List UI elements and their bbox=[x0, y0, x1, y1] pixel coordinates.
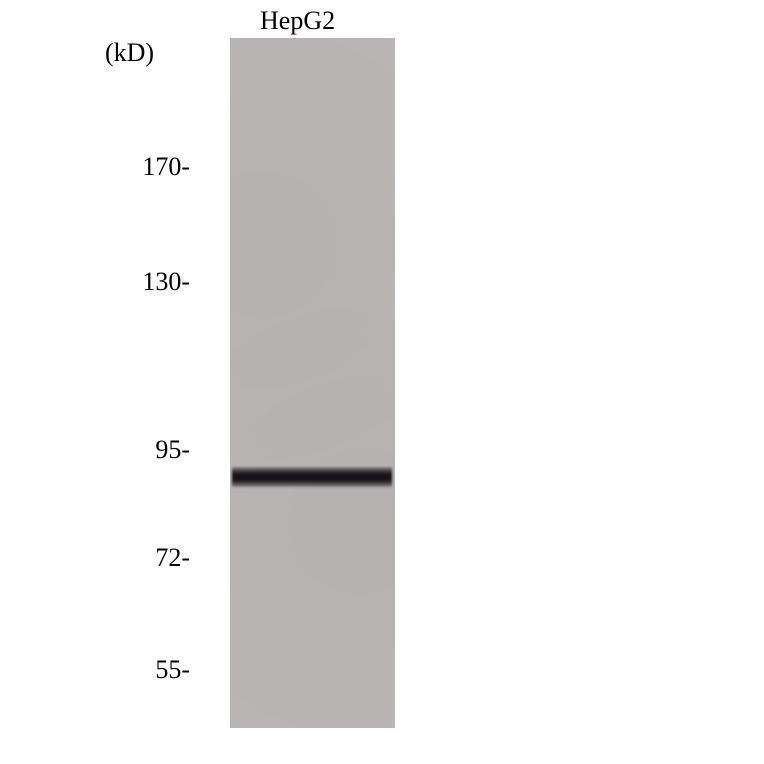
marker-95: 95- bbox=[130, 435, 190, 465]
marker-55: 55- bbox=[130, 655, 190, 685]
blot-lane bbox=[230, 38, 395, 728]
lane-label: HepG2 bbox=[260, 6, 335, 36]
unit-label: (kD) bbox=[105, 38, 154, 68]
marker-72: 72- bbox=[130, 543, 190, 573]
marker-130: 130- bbox=[130, 267, 190, 297]
protein-band bbox=[232, 467, 392, 487]
western-blot-container: HepG2 (kD) 170- 130- 95- 72- 55- bbox=[0, 0, 764, 764]
marker-170: 170- bbox=[130, 152, 190, 182]
